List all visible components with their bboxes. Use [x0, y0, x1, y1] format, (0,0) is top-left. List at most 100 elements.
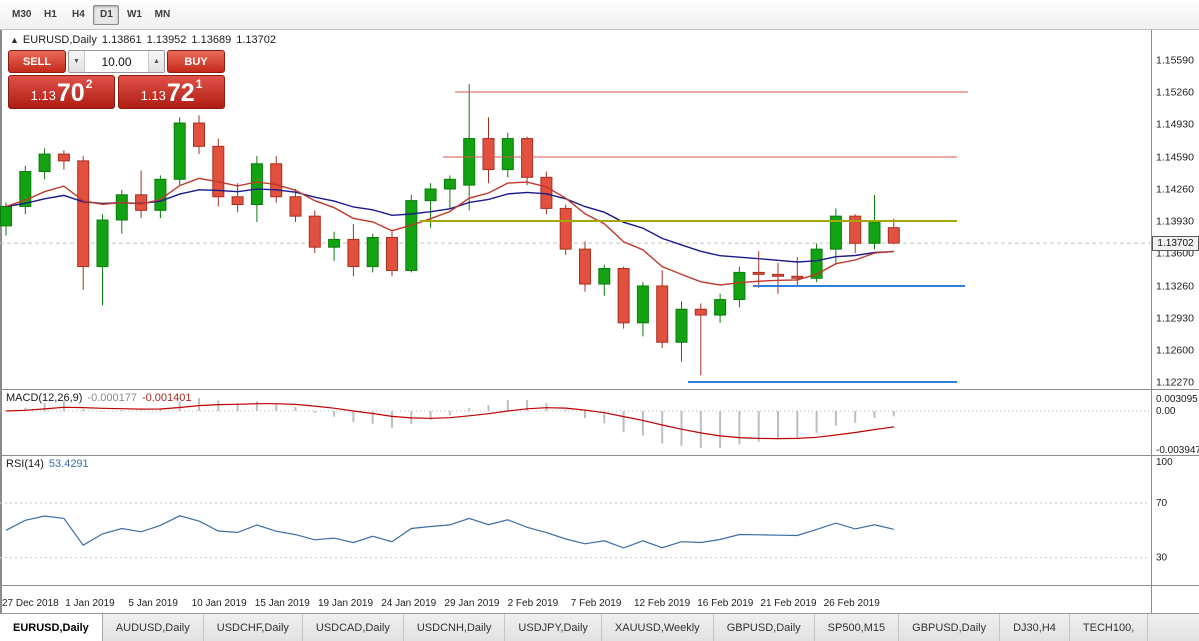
bottom-tab-bar: EURUSD,Daily AUDUSD,Daily USDCHF,Daily USDC… — [0, 613, 1199, 641]
macd-signal-value: -0.001401 — [141, 392, 192, 404]
candle-body — [617, 268, 630, 324]
sell-price-big: 70 — [56, 79, 85, 107]
candle-body — [752, 271, 765, 275]
candle-body — [77, 160, 90, 268]
candle-body — [849, 215, 862, 244]
macd-bar — [275, 403, 278, 412]
macd-indicator-header: MACD(12,26,9) -0.000177 -0.001401 — [6, 392, 192, 404]
timeframe-button-d1[interactable]: D1 — [93, 4, 120, 25]
macd-bar — [448, 411, 451, 416]
tab-tech100[interactable]: TECH100, — [1070, 614, 1149, 641]
macd-bar — [661, 411, 664, 444]
candle-body — [405, 200, 418, 271]
candle-body — [19, 171, 32, 207]
macd-bar — [777, 411, 779, 440]
buy-button[interactable]: BUY — [167, 50, 225, 73]
macd-bar — [487, 405, 490, 412]
tab-audusd-daily[interactable]: AUDUSD,Daily — [103, 614, 204, 641]
sell-price-display[interactable]: 1.13 70 2 — [8, 75, 115, 109]
macd-bar — [815, 411, 818, 433]
candle-body — [57, 153, 70, 162]
volume-increase-button[interactable]: ▲ — [148, 51, 164, 72]
macd-signal-line — [5, 403, 894, 440]
buy-price-prefix: 1.13 — [140, 88, 166, 103]
one-click-trading-widget: SELL ▼ ▲ BUY 1.13 70 2 1.13 72 1 — [8, 50, 225, 109]
timeframe-button-w1[interactable]: W1 — [126, 9, 142, 20]
candle-body — [250, 163, 263, 206]
volume-input[interactable] — [85, 51, 148, 72]
timeframe-button-h4[interactable]: H4 — [72, 9, 85, 20]
date-axis-label: 15 Jan 2019 — [255, 598, 310, 609]
macd-bar — [159, 408, 162, 412]
date-axis-label: 10 Jan 2019 — [192, 598, 247, 609]
macd-bar — [391, 411, 393, 428]
rsi-title: RSI(14) — [6, 458, 44, 470]
price-axis-label: 1.15590 — [1156, 55, 1194, 67]
macd-bar — [738, 411, 741, 445]
candle-body — [714, 299, 727, 316]
timeframe-button-h1[interactable]: H1 — [44, 9, 57, 20]
buy-price-sup: 1 — [195, 77, 203, 91]
candle-body — [463, 138, 476, 186]
macd-bar — [892, 411, 895, 417]
candle-body — [694, 308, 707, 316]
buy-price-display[interactable]: 1.13 72 1 — [118, 75, 225, 109]
timeframe-button-mn[interactable]: MN — [154, 9, 171, 20]
tab-usdcad-daily[interactable]: USDCAD,Daily — [303, 614, 404, 641]
macd-bar — [198, 398, 200, 412]
candle-body — [212, 145, 225, 198]
macd-bar — [333, 411, 336, 417]
candle-body — [173, 122, 186, 180]
date-axis-label: 2 Feb 2019 — [508, 598, 559, 609]
sell-price-sup: 2 — [85, 77, 93, 91]
macd-bar — [5, 411, 7, 412]
tab-usdjpy-daily[interactable]: USDJPY,Daily — [505, 614, 602, 641]
candle-body — [887, 227, 900, 244]
candle-body — [424, 188, 437, 202]
candle-body — [791, 275, 804, 279]
tab-sp500-m15[interactable]: SP500,M15 — [815, 614, 900, 641]
price-axis-label: 1.14590 — [1156, 151, 1194, 163]
tab-usdcnh-daily[interactable]: USDCNH,Daily — [404, 614, 506, 641]
candle-body — [579, 248, 591, 285]
candle-body — [0, 205, 12, 227]
date-axis-label: 21 Feb 2019 — [760, 598, 817, 609]
date-axis-label: 29 Jan 2019 — [444, 598, 499, 609]
macd-bar — [796, 411, 799, 438]
candle-body — [829, 215, 842, 250]
macd-bar — [526, 400, 529, 412]
sell-button[interactable]: SELL — [8, 50, 66, 73]
tab-eurusd-daily[interactable]: EURUSD,Daily — [0, 614, 103, 641]
date-axis-label: 1 Jan 2019 — [65, 598, 115, 609]
macd-bar — [834, 411, 837, 426]
macd-bar — [584, 411, 586, 419]
macd-histogram — [5, 398, 895, 448]
timeframe-toolbar: M30 H1 H4 D1 W1 MN — [0, 0, 1199, 30]
ohlc-header: ▲ EURUSD,Daily 1.13861 1.13952 1.13689 1.1370… — [10, 34, 281, 46]
candle-body — [308, 215, 321, 248]
macd-bar — [680, 411, 683, 446]
macd-bar — [101, 411, 104, 412]
ohlc-low: 1.13689 — [191, 34, 232, 46]
tab-usdchf-daily[interactable]: USDCHF,Daily — [204, 614, 303, 641]
candle-body — [675, 308, 688, 343]
tab-dj30-h4[interactable]: DJ30,H4 — [1000, 614, 1070, 641]
candle-body — [115, 194, 128, 221]
macd-bar — [371, 411, 374, 424]
macd-axis-label: 0.00 — [1156, 406, 1176, 417]
volume-decrease-button[interactable]: ▼ — [69, 51, 85, 72]
tab-gbpusd-daily[interactable]: GBPUSD,Daily — [714, 614, 815, 641]
sell-price-prefix: 1.13 — [30, 88, 56, 103]
candle-body — [559, 207, 572, 250]
timeframe-button-m30[interactable]: M30 — [12, 9, 32, 20]
tab-gbpusd-daily[interactable]: GBPUSD,Daily — [899, 614, 1001, 641]
tab-xauusd-weekly[interactable]: XAUUSD,Weekly — [602, 614, 714, 641]
candle-body — [347, 238, 360, 268]
candle-body — [656, 285, 669, 343]
chart-symbol-label: EURUSD,Daily — [22, 34, 97, 46]
chart-up-icon: ▲ — [10, 35, 19, 45]
buy-price-big: 72 — [166, 79, 195, 107]
date-axis-label: 24 Jan 2019 — [381, 598, 436, 609]
ohlc-high: 1.13952 — [146, 34, 187, 46]
